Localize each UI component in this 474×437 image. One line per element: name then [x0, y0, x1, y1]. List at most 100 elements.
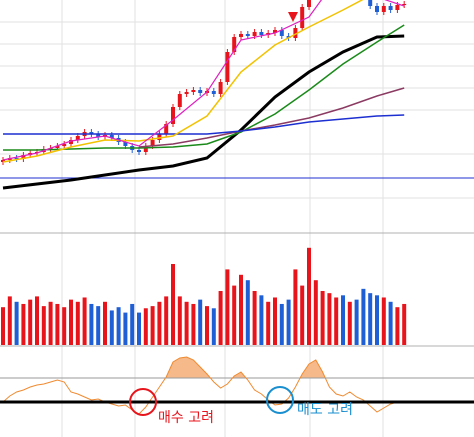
annotation-text: 매도 고려 — [297, 402, 353, 418]
volume-bar — [341, 295, 345, 345]
volume-bar — [354, 299, 359, 345]
volume-bar — [368, 293, 373, 345]
volume-bar — [164, 296, 169, 345]
volume-bar — [198, 299, 203, 345]
candle-body — [1, 160, 5, 162]
candle-body — [279, 30, 284, 36]
moving-average — [3, 114, 405, 135]
volume-bar — [286, 299, 291, 345]
candle-body — [14, 158, 19, 159]
candle-body — [388, 6, 393, 10]
panel-borders — [0, 232, 474, 347]
volume-bar — [82, 297, 87, 345]
moving-average — [2, 34, 405, 190]
volume-bar — [232, 285, 237, 345]
volume-bar — [35, 296, 39, 345]
volume-bar — [225, 269, 230, 345]
candle-body — [211, 91, 216, 94]
volume-bar — [334, 297, 339, 345]
volume-bar — [327, 293, 332, 345]
candle-body — [395, 5, 400, 10]
volume-bar — [273, 297, 277, 345]
candle-body — [381, 6, 386, 12]
volume-bar — [14, 301, 19, 345]
volume-bar — [245, 280, 250, 345]
volume-bar — [150, 306, 155, 345]
candle-body — [252, 32, 257, 36]
oscillator-area — [3, 357, 405, 378]
volume-bar — [109, 310, 114, 345]
volume-bar — [347, 301, 352, 345]
volume-bar — [402, 303, 407, 345]
volume-bar — [123, 312, 128, 345]
candle-body — [109, 135, 114, 138]
volume-bar — [218, 291, 223, 345]
moving-average — [2, 0, 364, 163]
volume-bar — [184, 301, 189, 345]
price-panel — [0, 0, 474, 190]
volume-bar — [177, 296, 182, 345]
volume-bar — [313, 280, 318, 345]
candle-body — [137, 150, 141, 152]
volume-bar — [21, 303, 26, 345]
volume-bar — [375, 295, 379, 345]
candle-body — [245, 34, 250, 36]
candle-body — [89, 132, 94, 134]
signal-arrow — [288, 12, 298, 22]
candle-body — [164, 124, 169, 134]
volume-bar — [266, 301, 271, 345]
volume-bar — [130, 303, 135, 345]
candle-body — [307, 0, 311, 7]
candle-body — [232, 37, 237, 52]
volume-bar — [381, 297, 386, 345]
volume-bar — [7, 296, 12, 345]
oscillator-panel: 매수 고려 매도 고려 — [0, 356, 474, 426]
moving-average — [3, 24, 405, 151]
annotation-text: 매수 고려 — [158, 410, 214, 426]
candle-body — [368, 0, 373, 6]
volume-bar — [116, 307, 121, 345]
volume-bar — [211, 308, 216, 345]
candle-body — [55, 146, 60, 148]
volume-bar — [96, 306, 101, 345]
candle-body — [171, 107, 175, 124]
candle-body — [273, 30, 277, 33]
volume-bar — [103, 301, 107, 345]
candle-body — [150, 140, 155, 146]
volume-bar — [41, 306, 46, 345]
volume-bar — [143, 308, 148, 345]
volume-bar — [48, 301, 53, 345]
candle-body — [218, 82, 223, 94]
volume-bar — [157, 301, 162, 345]
annotation-circle — [129, 388, 157, 416]
candle-body — [239, 34, 243, 37]
volume-bar — [62, 307, 67, 345]
candle-body — [123, 142, 128, 146]
volume-bar — [300, 285, 305, 345]
volume-bar — [205, 306, 209, 345]
volume-bar — [395, 307, 400, 345]
volume-bar — [239, 274, 243, 345]
volume-bar — [320, 291, 325, 345]
candle-body — [300, 7, 305, 28]
candle-body — [402, 4, 407, 5]
candle-body — [225, 52, 230, 82]
candle-body — [191, 90, 196, 92]
candle-body — [184, 92, 189, 94]
volume-bar — [137, 312, 141, 345]
candle-body — [96, 134, 101, 137]
volume-panel — [1, 247, 407, 345]
volume-bar — [252, 291, 257, 345]
volume-bar — [259, 295, 264, 345]
candle-body — [293, 28, 298, 38]
volume-bar — [191, 303, 196, 345]
volume-bar — [361, 288, 366, 345]
volume-bar — [55, 303, 60, 345]
annotation-circle — [266, 386, 294, 414]
moving-average — [2, 0, 405, 161]
candle-body — [157, 134, 162, 140]
candle-body — [75, 136, 80, 140]
candle-body — [259, 32, 264, 35]
volume-bar — [388, 301, 393, 345]
